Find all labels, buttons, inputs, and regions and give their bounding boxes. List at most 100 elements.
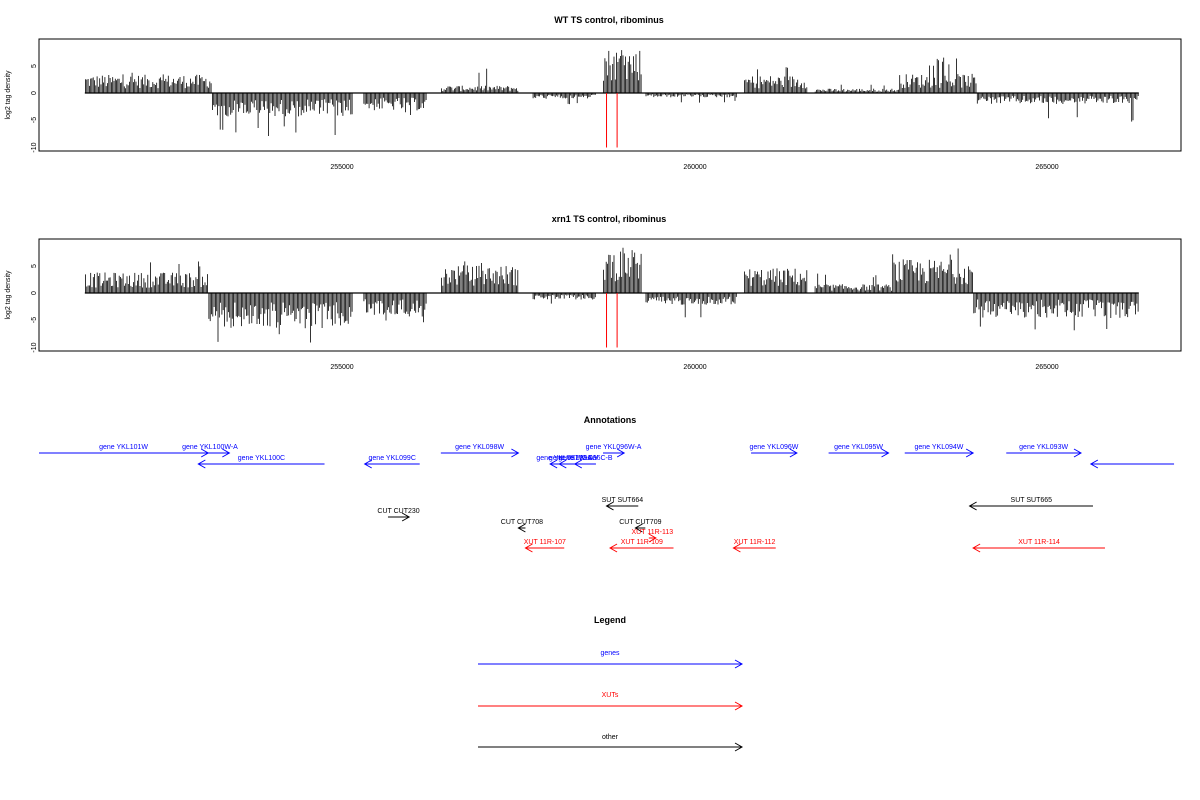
annotation-gene bbox=[1089, 459, 1175, 469]
legend-label: other bbox=[602, 734, 619, 741]
annotation-gene: gene YKL094W bbox=[904, 444, 975, 458]
annotation-arrow-head bbox=[616, 448, 626, 458]
annotation-arrow-head bbox=[789, 448, 798, 458]
annotation-xut: XUT 11R-114 bbox=[972, 539, 1105, 553]
xrn1-panel-title: xrn1 TS control, ribominus bbox=[552, 214, 667, 224]
annotation-other: CUT CUT230 bbox=[377, 508, 420, 522]
xrn1-ytick-label: 0 bbox=[31, 291, 38, 295]
legend-arrow-head bbox=[734, 742, 744, 752]
xrn1-density-bars bbox=[84, 247, 1139, 348]
annotation-label: gene YKL100W-A bbox=[182, 444, 238, 451]
annotation-label: SUT SUT665 bbox=[1011, 497, 1053, 504]
wt-x-ticks: 255000 260000 265000 bbox=[330, 164, 1058, 171]
xrn1-ytick-label: -5 bbox=[31, 317, 38, 323]
xrn1-xtick-label: 255000 bbox=[330, 364, 353, 371]
annotation-arrow-head bbox=[1073, 448, 1082, 458]
wt-ytick-label: -5 bbox=[31, 117, 38, 123]
annotation-arrow-head bbox=[968, 501, 977, 511]
annotation-label: gene YKL096W-A bbox=[586, 444, 642, 451]
annotation-arrow-head bbox=[609, 543, 618, 553]
xrn1-plot-frame bbox=[38, 238, 1182, 352]
annotation-arrow-head bbox=[732, 543, 741, 553]
annotation-label: SUT SUT664 bbox=[602, 497, 644, 504]
xrn1-y-ticks: -10 -5 0 5 bbox=[31, 264, 38, 353]
xrn1-xtick-label: 260000 bbox=[683, 364, 706, 371]
annotation-gene: gene YKL099C bbox=[363, 455, 420, 469]
annotation-other: SUT SUT665 bbox=[968, 497, 1093, 511]
annotation-gene: gene YKL096W-A bbox=[586, 444, 642, 458]
wt-y-ticks: -10 -5 0 5 bbox=[31, 64, 38, 153]
wt-panel-title: WT TS control, ribominus bbox=[554, 15, 664, 25]
annotations-title: Annotations bbox=[584, 415, 637, 425]
annotation-other: CUT CUT709 bbox=[619, 519, 662, 533]
wt-y-axis-label: log2 tag density bbox=[5, 70, 12, 120]
annotation-arrow-head bbox=[401, 512, 411, 522]
annotation-label: XUT 11R-114 bbox=[1018, 539, 1060, 546]
xrn1-xtick-label: 265000 bbox=[1035, 364, 1058, 371]
wt-density-bars bbox=[84, 50, 1139, 148]
legend-arrow-head bbox=[734, 701, 744, 711]
annotation-label: gene YKL094W bbox=[914, 444, 963, 451]
wt-xtick-label: 260000 bbox=[683, 164, 706, 171]
legend-item-other: other bbox=[478, 734, 744, 752]
annotation-arrow-head bbox=[573, 459, 583, 469]
annotation-label: gene YKL098W bbox=[455, 444, 504, 451]
annotation-arrow-head bbox=[881, 448, 890, 458]
annotation-label: gene YKL095W bbox=[834, 444, 883, 451]
legend-label: XUTs bbox=[602, 692, 619, 699]
xrn1-density-panel: xrn1 TS control, ribominus log2 tag dens… bbox=[5, 214, 1182, 371]
annotation-arrow-head bbox=[197, 459, 206, 469]
annotation-label: XUT 11R-107 bbox=[524, 539, 566, 546]
xrn1-ytick-label: 5 bbox=[31, 264, 38, 268]
annotation-xut: XUT 11R-112 bbox=[732, 539, 776, 553]
annotation-label: gene YKL100C bbox=[238, 455, 285, 462]
annotation-gene: gene YKL096C-B bbox=[558, 455, 613, 469]
annotation-label: XUT 11R-112 bbox=[734, 539, 776, 546]
annotation-xut: XUT 11R-113 bbox=[632, 529, 673, 543]
annotation-xut: XUT 11R-107 bbox=[524, 539, 566, 553]
annotation-arrow-head bbox=[605, 501, 614, 511]
annotation-gene: gene YKL100W-A bbox=[182, 444, 238, 458]
legend-item-genes: genes bbox=[478, 650, 744, 669]
xrn1-x-ticks: 255000 260000 265000 bbox=[330, 364, 1058, 371]
annotation-gene: gene YKL093W bbox=[1006, 444, 1082, 458]
legend-arrow-head bbox=[734, 659, 744, 669]
wt-ytick-label: -10 bbox=[31, 142, 38, 152]
annotation-label: gene YKL096W bbox=[750, 444, 799, 451]
annotation-label: XUT 11R-109 bbox=[621, 539, 663, 546]
annotation-arrow-head bbox=[965, 448, 975, 458]
legend: genes XUTs other bbox=[478, 650, 744, 752]
annotation-arrow-head bbox=[648, 533, 657, 543]
wt-ytick-label: 0 bbox=[31, 91, 38, 95]
annotation-gene: gene YKL098W bbox=[440, 444, 520, 458]
annotation-arrow-head bbox=[524, 543, 533, 553]
legend-label: genes bbox=[600, 650, 620, 657]
xrn1-ytick-label: -10 bbox=[31, 342, 38, 352]
annotation-arrow-head bbox=[222, 448, 231, 458]
annotation-label: CUT CUT709 bbox=[619, 519, 661, 526]
annotation-arrow-head bbox=[558, 459, 567, 469]
wt-xtick-label: 255000 bbox=[330, 164, 353, 171]
annotation-label: gene YKL093W bbox=[1019, 444, 1068, 451]
annotation-gene: gene YKL095W bbox=[828, 444, 890, 458]
annotation-label: gene YKL099C bbox=[369, 455, 416, 462]
annotation-label: gene YKL097W-A bbox=[536, 455, 592, 462]
annotation-arrow-head bbox=[972, 543, 981, 553]
wt-plot-frame bbox=[38, 38, 1182, 152]
annotation-gene: gene YKL100C bbox=[197, 455, 325, 469]
annotation-arrow-head bbox=[517, 523, 526, 533]
annotation-gene: gene YKL096W bbox=[750, 444, 799, 458]
annotation-arrow-head bbox=[363, 459, 372, 469]
legend-title: Legend bbox=[594, 615, 626, 625]
annotation-arrow-head bbox=[511, 448, 520, 458]
annotation-other: SUT SUT664 bbox=[602, 497, 644, 511]
annotation-arrow-head bbox=[549, 459, 558, 469]
annotation-xut: XUT 11R-109 bbox=[609, 539, 674, 553]
annotation-other: CUT CUT708 bbox=[501, 519, 543, 533]
annotation-label: gene YKL096W bbox=[549, 455, 598, 462]
annotation-label: gene YKL096C-B bbox=[558, 455, 613, 462]
annotation-label: CUT CUT708 bbox=[501, 519, 543, 526]
annotation-label: CUT CUT230 bbox=[377, 508, 419, 515]
